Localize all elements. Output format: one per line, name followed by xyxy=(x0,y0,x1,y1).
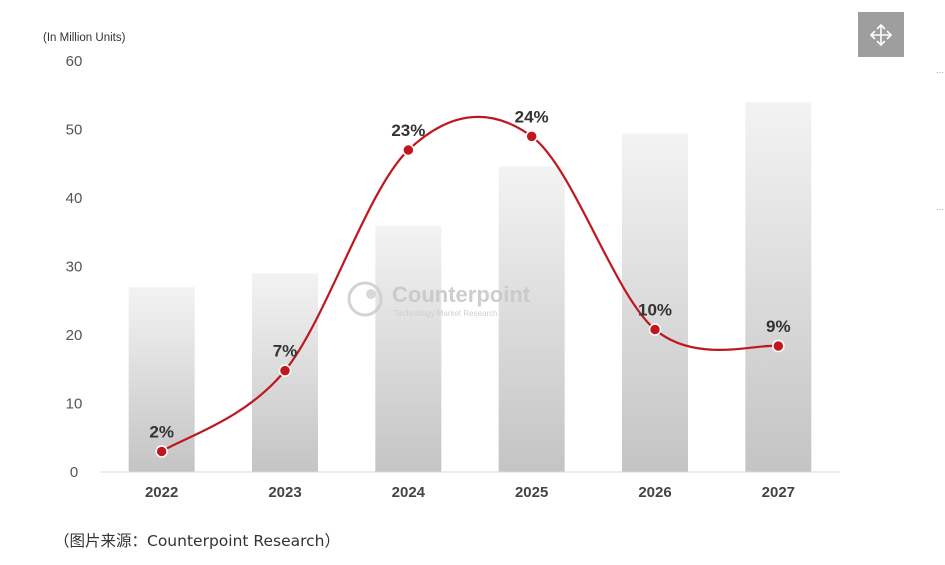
watermark-logo-icon xyxy=(347,281,383,317)
x-tick-label: 2025 xyxy=(515,484,548,501)
x-tick-label: 2022 xyxy=(145,484,178,501)
bar-2024 xyxy=(375,225,442,472)
watermark-tagline: Technology Market Research xyxy=(394,309,498,318)
side-mark-top: ... xyxy=(936,65,944,75)
growth-label-2023: 7% xyxy=(273,342,298,361)
watermark-logo-dot xyxy=(366,289,376,299)
y-tick-label: 20 xyxy=(66,327,83,344)
unit-label: (In Million Units) xyxy=(43,32,126,44)
growth-label-2024: 23% xyxy=(391,121,425,140)
y-tick-label: 0 xyxy=(70,464,78,481)
bar-2022 xyxy=(128,287,195,472)
y-tick-label: 50 xyxy=(66,122,83,139)
growth-marker-2026 xyxy=(648,323,662,336)
growth-label-2025: 24% xyxy=(515,107,549,126)
source-caption: （图片来源：Counterpoint Research） xyxy=(54,532,340,550)
growth-labels: 2% 7% 23% 24% 10% 9% xyxy=(149,107,790,441)
growth-label-2026: 10% xyxy=(638,301,672,320)
growth-label-2022: 2% xyxy=(149,422,174,441)
growth-marker-2024 xyxy=(402,143,415,157)
y-tick-label: 40 xyxy=(66,190,83,207)
bar-2025 xyxy=(498,166,565,473)
watermark-brand: Counterpoint xyxy=(392,282,531,307)
y-tick-label: 30 xyxy=(66,259,83,276)
move-arrows-icon xyxy=(870,23,892,46)
side-mark-bottom: ... xyxy=(936,202,944,212)
growth-marker-2027 xyxy=(772,339,785,353)
growth-marker-2023 xyxy=(278,364,292,377)
y-tick-label: 10 xyxy=(66,396,83,413)
x-tick-label: 2026 xyxy=(638,484,671,501)
x-tick-label: 2024 xyxy=(392,484,426,501)
x-tick-label: 2027 xyxy=(762,484,795,501)
watermark: Counterpoint Technology Market Research xyxy=(347,281,531,318)
bar-2027 xyxy=(745,102,812,472)
growth-label-2027: 9% xyxy=(766,317,791,336)
growth-marker-2022 xyxy=(155,445,168,458)
x-axis: 2022 2023 2024 2025 2026 2027 xyxy=(145,484,795,501)
growth-markers xyxy=(155,130,785,458)
y-tick-label: 60 xyxy=(66,53,83,70)
expand-button[interactable] xyxy=(858,12,904,57)
y-axis: 0 10 20 30 40 50 60 xyxy=(66,53,83,481)
growth-marker-2025 xyxy=(525,130,538,143)
x-tick-label: 2023 xyxy=(268,484,301,501)
